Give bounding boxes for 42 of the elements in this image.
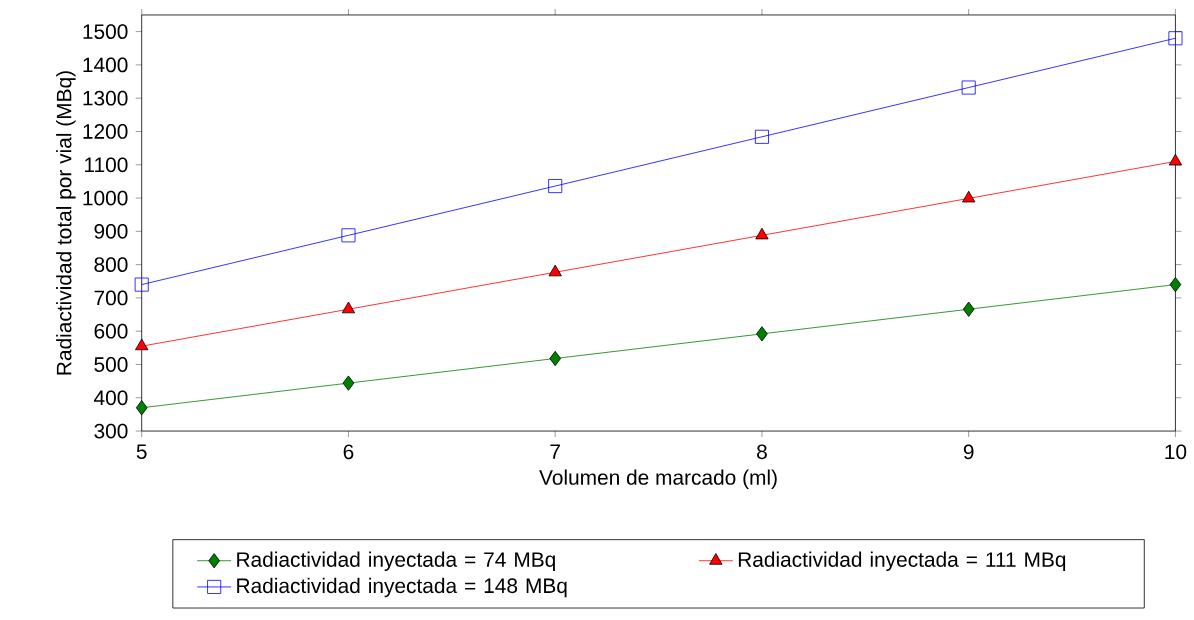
point	[135, 338, 149, 351]
point	[341, 301, 356, 314]
y-tick-label: 1000	[83, 190, 128, 206]
y-tick-label: 600	[94, 323, 128, 339]
x-tick-label: 5	[136, 444, 147, 460]
point	[135, 400, 148, 416]
x-tick-label: 7	[550, 444, 560, 459]
point	[1169, 277, 1182, 293]
point	[962, 190, 976, 203]
y-tick-label: 700	[94, 290, 128, 306]
y-tick-label: 1300	[83, 90, 128, 106]
point	[342, 375, 355, 391]
point	[134, 277, 149, 292]
point	[961, 80, 976, 95]
x-tick-label: 9	[963, 444, 974, 460]
y-tick-label: 1500	[83, 24, 128, 40]
legend-label: Radiactividad inyectada = 111 MBq	[738, 551, 1066, 572]
y-tick-label: 1400	[83, 57, 128, 73]
y-tick-label: 500	[94, 357, 128, 373]
x-tick-label: 8	[757, 444, 767, 460]
point	[549, 351, 561, 367]
point	[1168, 154, 1183, 166]
point	[756, 326, 768, 342]
y-tick-label: 800	[94, 257, 128, 273]
point	[1168, 31, 1183, 46]
y-tick-label: 900	[94, 224, 128, 239]
y-tick-label: 1200	[83, 124, 128, 140]
point	[548, 179, 563, 194]
y-tick-label: 1100	[85, 157, 128, 173]
legend-label: Radiactividad inyectada = 148 MBq	[237, 577, 567, 598]
point	[754, 129, 769, 144]
x-tick-label: 6	[343, 444, 354, 460]
y-tick-label: 300	[94, 423, 128, 439]
x-tick-label: 10	[1165, 444, 1187, 460]
point	[755, 227, 769, 240]
y-tick-label: 400	[93, 390, 128, 406]
y-axis-title: Radiactividad total por vial (MBq)	[56, 71, 76, 375]
x-axis-title: Volumen de marcado (ml)	[539, 469, 777, 490]
point	[341, 228, 356, 243]
point	[962, 301, 975, 317]
point	[548, 264, 562, 277]
legend-label: Radiactividad inyectada = 74 MBq	[237, 551, 555, 572]
